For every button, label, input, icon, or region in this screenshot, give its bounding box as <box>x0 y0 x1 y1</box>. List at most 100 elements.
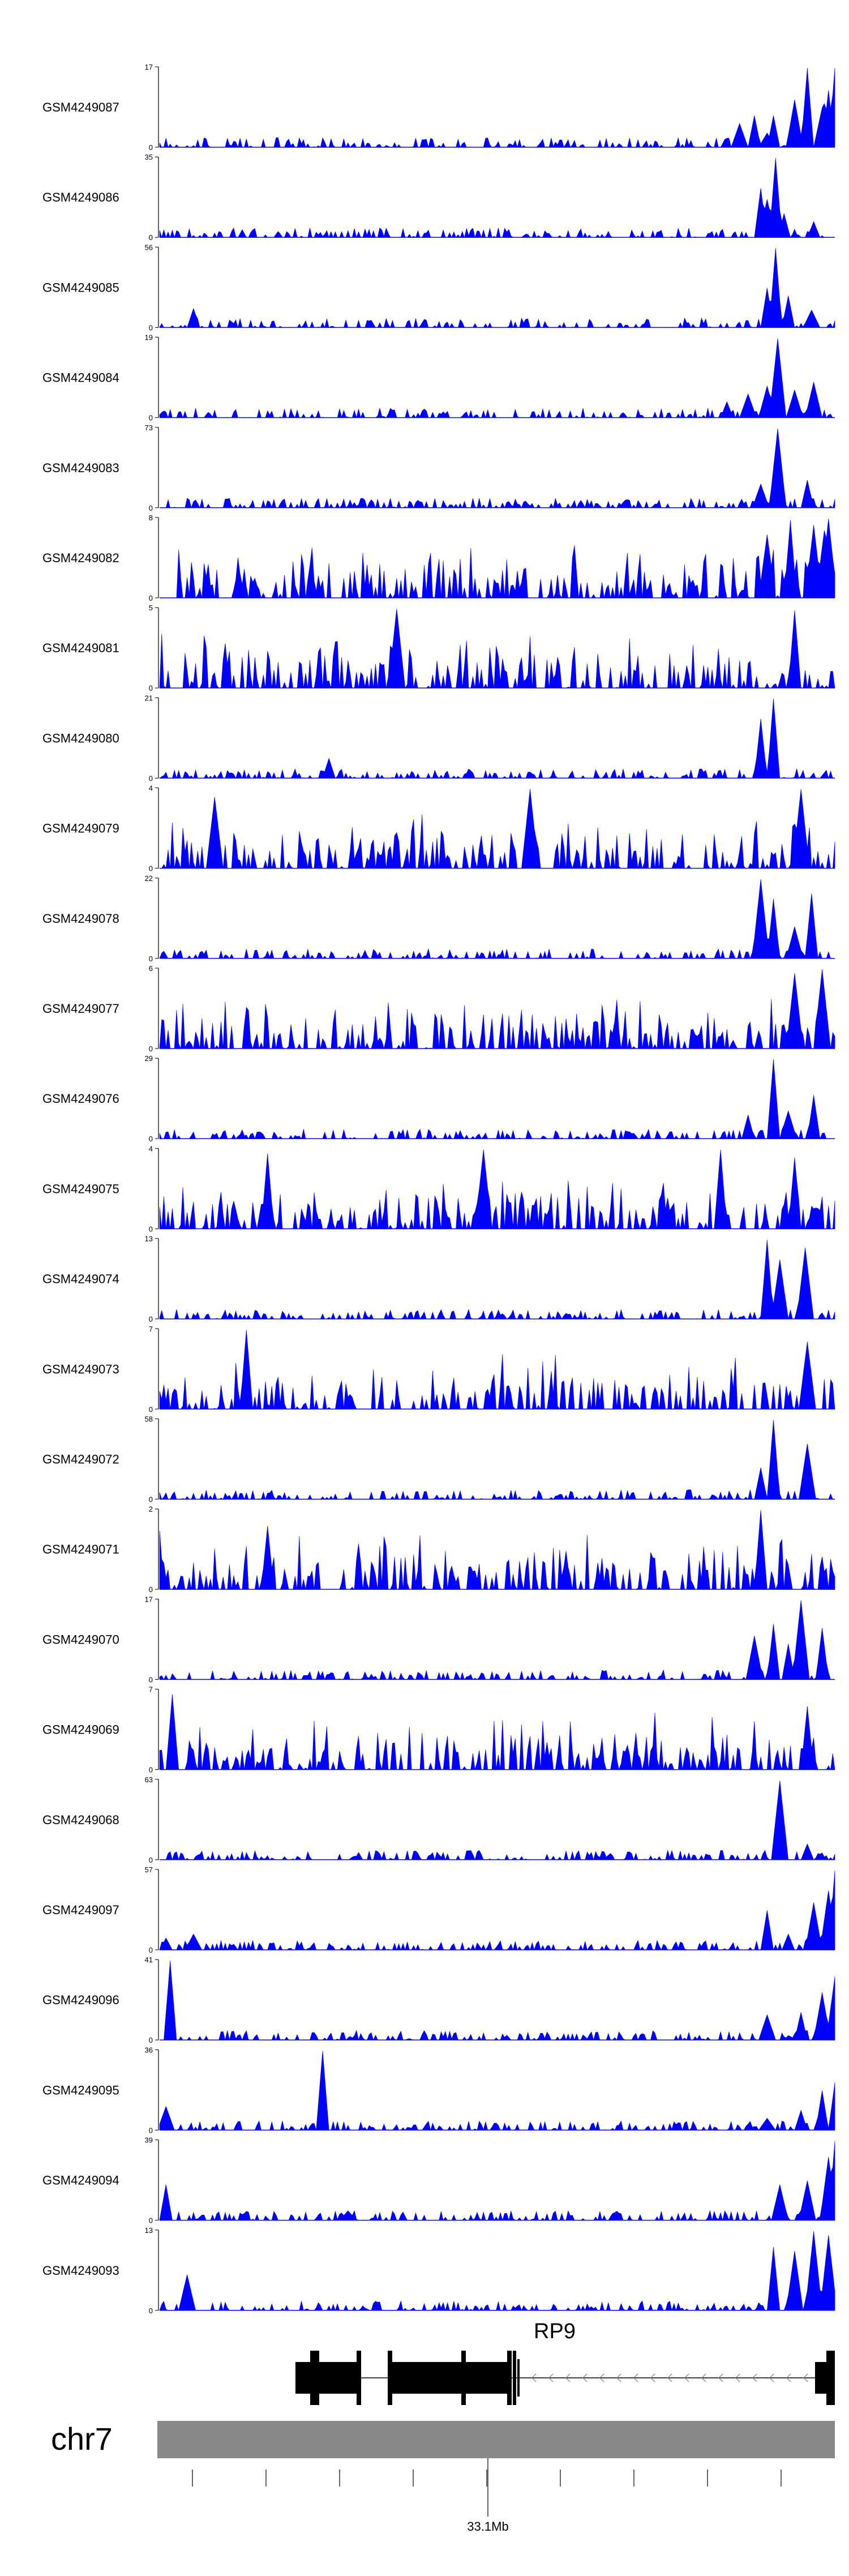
gene-exon <box>357 2351 361 2405</box>
chromosome-tick-label: 33.1Mb <box>467 2519 508 2534</box>
signal-area <box>160 518 835 599</box>
track-GSM4249093: GSM4249093 13 0 <box>42 2226 835 2315</box>
gene-exon <box>507 2351 512 2405</box>
track-GSM4249073: GSM4249073 7 0 <box>42 1325 835 1414</box>
signal-area <box>159 1239 835 1320</box>
y-min-label: 0 <box>149 2307 153 2315</box>
strand-arrow <box>684 2373 689 2382</box>
strand-arrow <box>616 2373 621 2382</box>
strand-arrow <box>786 2373 791 2382</box>
signal-area <box>159 699 835 779</box>
track-label: GSM4249084 <box>42 371 119 385</box>
track-label: GSM4249096 <box>42 1993 119 2007</box>
y-min-label: 0 <box>149 684 153 692</box>
y-min-label: 0 <box>149 2216 153 2225</box>
y-max-label: 41 <box>145 1955 153 1964</box>
signal-area <box>159 2231 835 2311</box>
y-max-label: 2 <box>149 1505 153 1513</box>
y-max-label: 5 <box>149 604 153 612</box>
gene-model-rp9: RP9 <box>295 2320 835 2405</box>
track-label: GSM4249094 <box>42 2173 119 2188</box>
track-GSM4249076: GSM4249076 29 0 <box>42 1054 835 1143</box>
y-min-label: 0 <box>149 1135 153 1143</box>
y-min-label: 0 <box>149 414 153 422</box>
strand-arrow <box>701 2373 706 2382</box>
y-min-label: 0 <box>149 504 153 512</box>
signal-area <box>159 1419 835 1500</box>
signal-area <box>159 2141 835 2221</box>
signal-area <box>159 1059 835 1140</box>
track-GSM4249083: GSM4249083 73 0 <box>42 423 835 512</box>
track-GSM4249078: GSM4249078 22 0 <box>42 874 835 963</box>
strand-arrow <box>752 2373 757 2382</box>
y-min-label: 0 <box>149 143 153 152</box>
track-label: GSM4249079 <box>42 821 119 836</box>
signal-tracks: GSM4249087170GSM4249086350GSM4249085560G… <box>42 63 835 2315</box>
y-min-label: 0 <box>149 955 153 963</box>
chromosome-ideogram: chr7 33.1Mb <box>51 2421 835 2534</box>
y-min-label: 0 <box>149 2036 153 2044</box>
signal-area <box>159 1870 835 1951</box>
chromosome-bar <box>157 2421 835 2458</box>
y-max-label: 57 <box>145 1865 153 1874</box>
track-GSM4249072: GSM4249072 58 0 <box>42 1415 835 1504</box>
track-GSM4249080: GSM4249080 21 0 <box>42 694 835 782</box>
track-label: GSM4249087 <box>42 100 119 114</box>
track-GSM4249075: GSM4249075 4 0 <box>42 1144 835 1233</box>
strand-arrow <box>582 2373 588 2382</box>
track-GSM4249087: GSM4249087 17 0 <box>42 63 835 152</box>
chromosome-label: chr7 <box>51 2421 113 2457</box>
gene-label: RP9 <box>534 2320 576 2343</box>
strand-arrow <box>565 2373 571 2382</box>
signal-area <box>159 248 835 328</box>
y-max-label: 4 <box>149 784 153 793</box>
track-label: GSM4249093 <box>42 2263 119 2278</box>
track-GSM4249079: GSM4249079 4 0 <box>42 784 835 873</box>
y-min-label: 0 <box>149 1946 153 1954</box>
y-max-label: 4 <box>149 1144 153 1153</box>
signal-area <box>159 1329 835 1410</box>
y-min-label: 0 <box>149 323 153 332</box>
y-max-label: 63 <box>145 1775 153 1784</box>
signal-area <box>160 789 835 869</box>
track-label: GSM4249068 <box>42 1813 119 1827</box>
y-min-label: 0 <box>149 1315 153 1324</box>
track-GSM4249094: GSM4249094 39 0 <box>42 2136 835 2225</box>
signal-area <box>159 1961 835 2041</box>
signal-area <box>159 338 835 418</box>
track-GSM4249084: GSM4249084 19 0 <box>42 333 835 422</box>
y-max-label: 7 <box>149 1325 153 1333</box>
y-max-label: 73 <box>145 423 153 432</box>
track-GSM4249097: GSM4249097 57 0 <box>42 1865 835 1954</box>
y-max-label: 17 <box>145 63 153 71</box>
track-label: GSM4249095 <box>42 2083 119 2097</box>
y-max-label: 22 <box>145 874 153 883</box>
gene-exon <box>826 2351 835 2405</box>
track-GSM4249074: GSM4249074 13 0 <box>42 1235 835 1324</box>
track-label: GSM4249080 <box>42 731 119 745</box>
y-min-label: 0 <box>149 1675 153 1684</box>
strand-arrow <box>599 2373 604 2382</box>
y-min-label: 0 <box>149 1045 153 1053</box>
track-GSM4249077: GSM4249077 6 0 <box>42 964 835 1053</box>
y-max-label: 21 <box>145 694 153 702</box>
strand-arrow <box>633 2373 638 2382</box>
track-label: GSM4249097 <box>42 1903 119 1917</box>
track-GSM4249071: GSM4249071 2 0 <box>42 1505 835 1594</box>
track-label: GSM4249086 <box>42 190 119 204</box>
track-GSM4249082: GSM4249082 8 0 <box>42 514 835 602</box>
track-label: GSM4249085 <box>42 280 119 294</box>
signal-area <box>159 1600 835 1680</box>
track-GSM4249086: GSM4249086 35 0 <box>42 153 835 242</box>
y-max-label: 19 <box>145 333 153 342</box>
track-GSM4249095: GSM4249095 36 0 <box>42 2046 835 2134</box>
strand-arrow <box>718 2373 723 2382</box>
track-label: GSM4249081 <box>42 641 119 655</box>
y-min-label: 0 <box>149 1766 153 1774</box>
y-max-label: 8 <box>149 514 153 522</box>
track-label: GSM4249074 <box>42 1272 119 1286</box>
strand-arrow <box>531 2373 537 2382</box>
strand-arrow <box>803 2373 808 2382</box>
track-label: GSM4249076 <box>42 1092 119 1106</box>
